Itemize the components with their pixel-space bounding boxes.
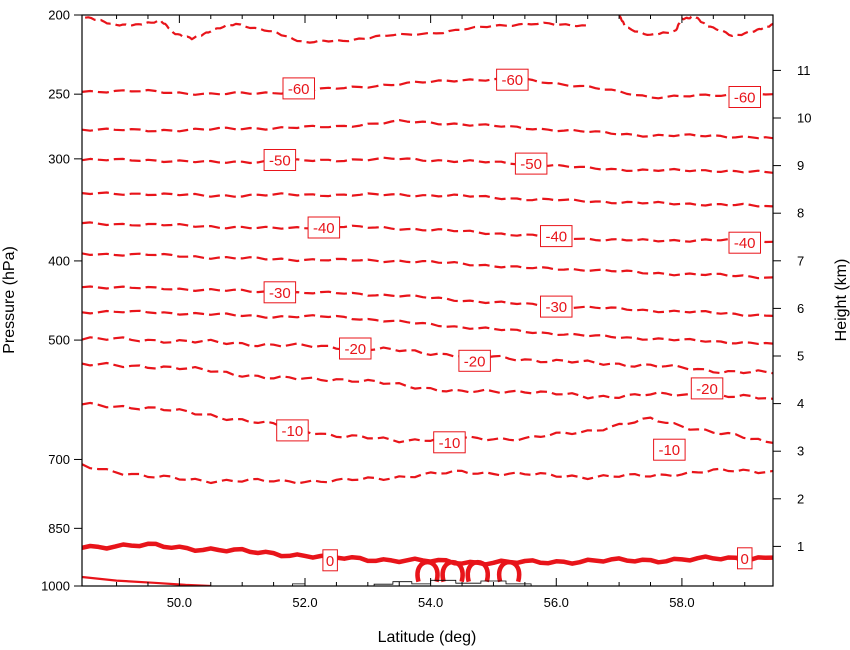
contour-label-box [690, 377, 724, 400]
contour-label: -60 [501, 72, 523, 89]
contour-label: -10 [658, 442, 680, 459]
y2-tick-label: 4 [797, 396, 804, 411]
y-tick-label: 250 [48, 87, 70, 102]
x-tick-label: 58.0 [669, 595, 694, 610]
y-tick-label: 400 [48, 253, 70, 268]
contour-label: -60 [288, 81, 310, 98]
contour-line-top-left [84, 16, 588, 44]
contour-line-minus-15 [82, 361, 773, 400]
x-tick-label: 50.0 [167, 595, 192, 610]
contour-line-minus-55 [82, 119, 773, 140]
contour-label-box [276, 419, 309, 442]
x-tick-label: 56.0 [544, 595, 569, 610]
y2-tick-label: 2 [797, 491, 804, 506]
x-axis: 50.0 52.0 54.0 56.0 58.0 [116, 15, 746, 610]
contour-line-minus-10 [82, 401, 773, 444]
y2-tick-label: 10 [797, 111, 811, 126]
contour-label-box [728, 231, 761, 254]
y2-tick-label: 5 [797, 349, 804, 364]
contour-label-box [339, 337, 372, 360]
contour-label: -60 [734, 90, 756, 107]
terrain-outline [292, 579, 532, 586]
contour-label-box [496, 68, 529, 91]
contour-label: -40 [545, 229, 567, 246]
contour-line-minus-30 [82, 285, 773, 317]
y-axis-left: 200 250 300 400 500 700 850 1000 [41, 8, 82, 594]
contour-label-box [322, 549, 338, 572]
zero-contour-loop [440, 559, 465, 583]
x-tick-label: 52.0 [292, 595, 317, 610]
contour-line-minus-45 [82, 191, 773, 208]
contour-line-minus-35 [82, 252, 773, 280]
contour-label: 0 [326, 553, 334, 570]
y-tick-label: 1000 [41, 579, 70, 594]
y2-tick-label: 11 [797, 63, 811, 78]
contour-label-box [307, 216, 341, 239]
zero-contour-loop [415, 559, 440, 583]
contour-label: -20 [344, 341, 366, 358]
contour-label-box [282, 77, 315, 100]
x-axis-title: Latitude (deg) [378, 629, 477, 646]
y-tick-label: 300 [48, 151, 70, 166]
contour-label-box [540, 225, 573, 248]
y-axis-right: 1 2 3 4 5 6 7 8 9 10 11 [773, 63, 811, 554]
y2-tick-label: 9 [797, 158, 804, 173]
contour-line-minus-40 [82, 221, 773, 244]
contour-line-minus-20 [82, 336, 773, 375]
contour-label-box [540, 295, 573, 318]
y2-tick-label: 3 [797, 444, 804, 459]
contour-line-minus-25 [82, 309, 773, 345]
contour-label-box [514, 152, 548, 175]
contour-label-box [728, 86, 761, 108]
contour-label: -10 [439, 435, 461, 452]
contour-line-minus-50 [82, 156, 773, 174]
zero-contour-loop [496, 559, 522, 583]
y-tick-label: 500 [48, 333, 70, 348]
contour-line-top-right [618, 15, 773, 37]
contour-label: -40 [734, 235, 756, 252]
contour-line-plus-5 [82, 575, 211, 586]
contour-label-box [737, 547, 753, 570]
y2-tick-label: 8 [797, 206, 804, 221]
x-tick-label: 54.0 [418, 595, 443, 610]
contour-label: 0 [741, 551, 749, 568]
contour-lines [82, 15, 773, 586]
contour-label: -50 [520, 156, 542, 173]
y2-tick-label: 7 [797, 253, 804, 268]
contour-label-box [458, 349, 491, 372]
y2-tick-label: 6 [797, 301, 804, 316]
contour-label: -20 [696, 381, 718, 398]
contour-label: -20 [464, 353, 486, 370]
y-axis-title: Pressure (hPa) [1, 246, 18, 354]
plot-frame [81, 14, 774, 587]
y2-axis-title: Height (km) [833, 259, 850, 342]
contour-label-box [653, 438, 686, 461]
contour-label-box [263, 149, 297, 171]
y-tick-label: 850 [48, 521, 70, 536]
y-tick-label: 200 [48, 8, 70, 23]
zero-contour-loop [465, 559, 490, 583]
contour-labels: -60 -60 -60 -50 -50 -40 -40 -40 -30 -30 -20 -20 -20 -… [263, 68, 761, 572]
contour-label: -40 [313, 220, 335, 237]
contour-line-minus-5 [82, 463, 773, 485]
contour-label: -30 [269, 285, 291, 302]
contour-label-box [263, 281, 297, 304]
contour-label: -30 [545, 299, 567, 316]
y2-tick-label: 1 [797, 539, 804, 554]
contour-label: -50 [269, 153, 291, 170]
terrain-line [373, 579, 532, 586]
contour-label-box [433, 431, 466, 454]
contour-line-minus-60 [82, 77, 773, 100]
contour-label: -10 [282, 423, 304, 440]
y-tick-label: 700 [48, 452, 70, 467]
